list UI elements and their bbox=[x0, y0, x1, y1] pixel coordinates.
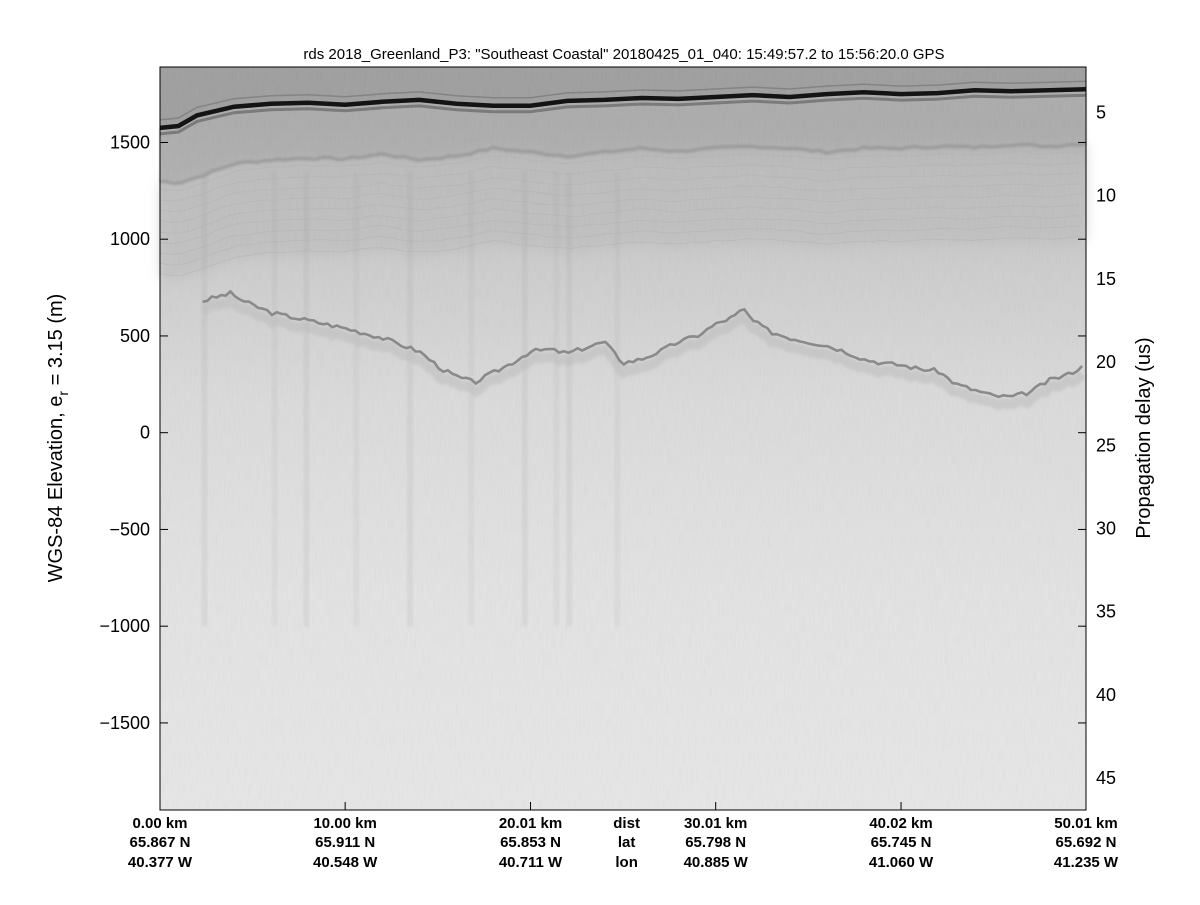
y2-tick-label: 20 bbox=[1096, 352, 1116, 372]
y-axis-label-subscript: r bbox=[55, 391, 71, 396]
y-tick-label: −1500 bbox=[99, 713, 150, 733]
y-axis-label-rest: = 3.15 (m) bbox=[45, 294, 67, 391]
y-axis-label: WGS-84 Elevation, er = 3.15 (m) bbox=[45, 294, 71, 583]
y2-axis-label: Propagation delay (us) bbox=[1133, 337, 1155, 538]
echogram-stripe bbox=[614, 171, 621, 627]
y-axis-label-main: WGS-84 Elevation, e bbox=[45, 396, 67, 583]
echogram-stripe bbox=[201, 171, 208, 627]
internal-layer-line bbox=[159, 162, 1083, 202]
echogram-stripe bbox=[407, 171, 413, 627]
internal-layer-line bbox=[159, 183, 1083, 223]
x-dist-label: 20.01 km bbox=[499, 815, 562, 832]
plot-area bbox=[159, 67, 1087, 810]
y-tick-label: 1500 bbox=[110, 132, 150, 152]
echogram-vertical-stripes bbox=[201, 171, 621, 627]
x-row-label-lon: lon bbox=[615, 854, 638, 871]
bed-echo-tail bbox=[201, 292, 1086, 411]
x-lat-label: 65.798 N bbox=[685, 834, 746, 851]
y2-tick-label: 45 bbox=[1096, 768, 1116, 788]
surface-echo-line bbox=[159, 87, 1087, 131]
internal-layer-line bbox=[159, 151, 1083, 191]
internal-layer-line bbox=[159, 172, 1083, 213]
x-lat-label: 65.911 N bbox=[315, 834, 375, 851]
echogram-stripe bbox=[566, 171, 573, 627]
x-lat-label: 65.853 N bbox=[500, 834, 561, 851]
x-row-label-lat: lat bbox=[618, 834, 636, 851]
y-tick-label: −1000 bbox=[99, 616, 150, 636]
y-axis-left: 1500 1000 500 0 −500 −1000 −1500 bbox=[99, 132, 1086, 733]
internal-layer-line bbox=[159, 236, 1083, 277]
echogram-stripe bbox=[303, 171, 310, 627]
y2-tick-label: 15 bbox=[1096, 269, 1116, 289]
echogram-speckle bbox=[160, 67, 1086, 810]
echogram-stripe bbox=[521, 171, 528, 627]
internal-layer-strong bbox=[159, 142, 1087, 186]
echogram-stripe bbox=[353, 171, 360, 627]
x-lat-label: 65.867 N bbox=[130, 834, 191, 851]
echogram-stripe bbox=[271, 171, 278, 627]
y-tick-label: 0 bbox=[140, 423, 150, 443]
internal-layer-line bbox=[159, 192, 1083, 234]
y-tick-label: −500 bbox=[109, 519, 150, 539]
echogram-stripe bbox=[553, 171, 560, 627]
chart-title: rds 2018_Greenland_P3: "Southeast Coasta… bbox=[303, 46, 944, 63]
x-lon-label: 41.060 W bbox=[869, 854, 934, 871]
x-lon-label: 40.711 W bbox=[499, 854, 563, 871]
internal-layer-line bbox=[159, 204, 1083, 245]
echogram-stripe bbox=[468, 171, 475, 627]
y2-tick-label: 40 bbox=[1096, 685, 1116, 705]
x-lon-label: 40.885 W bbox=[684, 854, 749, 871]
echogram-traces bbox=[159, 80, 1087, 411]
y-tick-label: 500 bbox=[120, 326, 150, 346]
x-axis-location-labels: 0.00 km 65.867 N 40.377 W 10.00 km 65.911 N 4… bbox=[128, 802, 1119, 871]
internal-layer-line bbox=[159, 215, 1083, 255]
x-lon-label: 41.235 W bbox=[1054, 854, 1119, 871]
x-lat-label: 65.745 N bbox=[871, 834, 932, 851]
x-row-label-dist: dist bbox=[613, 815, 640, 832]
x-dist-label: 0.00 km bbox=[132, 815, 187, 832]
x-lat-label: 65.692 N bbox=[1056, 834, 1117, 851]
surface-upper-line bbox=[159, 80, 1087, 121]
x-dist-label: 30.01 km bbox=[684, 815, 747, 832]
internal-layer-line bbox=[159, 225, 1083, 266]
y2-tick-label: 30 bbox=[1096, 519, 1116, 539]
y2-tick-label: 25 bbox=[1096, 435, 1116, 455]
bed-echo-line bbox=[202, 289, 1084, 399]
x-dist-label: 40.02 km bbox=[869, 815, 932, 832]
x-lon-label: 40.377 W bbox=[128, 854, 193, 871]
plot-frame bbox=[159, 66, 1087, 811]
y2-tick-label: 5 bbox=[1096, 103, 1106, 123]
surface-echo-shadow bbox=[159, 93, 1087, 136]
x-dist-label: 10.00 km bbox=[313, 815, 376, 832]
y2-tick-label: 10 bbox=[1096, 186, 1116, 206]
x-dist-label: 50.01 km bbox=[1054, 815, 1117, 832]
y2-tick-label: 35 bbox=[1096, 602, 1116, 622]
y-tick-label: 1000 bbox=[110, 229, 150, 249]
y-axis-right: 5 10 15 20 25 30 35 40 45 bbox=[1096, 103, 1116, 789]
x-lon-label: 40.548 W bbox=[313, 854, 378, 871]
